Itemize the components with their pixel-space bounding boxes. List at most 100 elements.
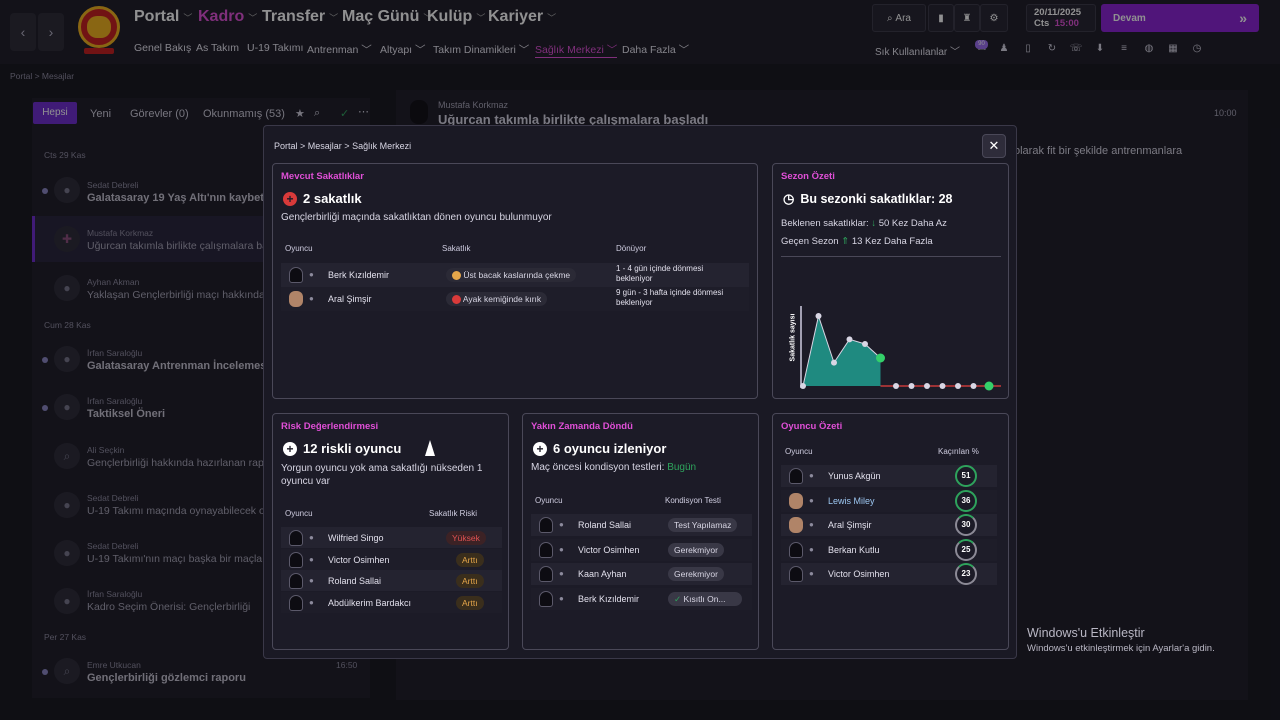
message-title[interactable]: Galatasaray Antrenman İncelemes	[87, 360, 267, 372]
player-name[interactable]: Berkan Kutlu	[828, 544, 880, 555]
column-header[interactable]: Kaçırılan %	[938, 447, 979, 456]
more-icon[interactable]: ⋯	[358, 106, 369, 118]
player-name[interactable]: Yunus Akgün	[828, 471, 881, 481]
breadcrumb-health[interactable]: Sağlık Merkezi	[352, 141, 412, 151]
subnav-daha-fazla[interactable]: Daha Fazla ﹀	[622, 44, 690, 56]
message-title[interactable]: Gençlerbirliği gözlemci raporu	[87, 672, 246, 684]
season-injury-count: ◷ Bu sezonki sakatlıklar: 28	[783, 191, 953, 206]
subnav-altyapi[interactable]: Altyapı ﹀	[380, 44, 426, 56]
column-header[interactable]: Kondisyon Testi	[665, 496, 721, 505]
table-row[interactable]: ● Yunus Akgün 51	[781, 465, 997, 487]
player-name[interactable]: Wilfried Singo	[328, 533, 384, 543]
download-icon[interactable]: ⬇	[1095, 43, 1105, 54]
date-display[interactable]: 20/11/2025 Cts 15:00	[1026, 4, 1096, 32]
globe-icon[interactable]: ◍	[1144, 43, 1154, 54]
nav-transfer[interactable]: Transfer ﹀	[262, 8, 339, 25]
player-name[interactable]: Lewis Miley	[828, 495, 875, 506]
database-icon[interactable]: ≡	[1121, 43, 1127, 54]
table-row[interactable]: ● Victor Osimhen Arttı	[281, 548, 502, 570]
nav-kariyer[interactable]: Kariyer ﹀	[488, 8, 557, 25]
fitness-test-badge: Gerekmiyor	[668, 567, 724, 581]
refresh-icon[interactable]: ↻	[1047, 43, 1057, 54]
history-icon[interactable]: ◷	[1192, 43, 1202, 54]
check-icon[interactable]: ✓	[340, 108, 350, 120]
nav-portal[interactable]: Portal ﹀	[134, 8, 193, 25]
player-name[interactable]: Victor Osimhen	[578, 544, 640, 555]
back-button[interactable]: ‹	[10, 13, 36, 51]
table-row[interactable]: ● Berk Kızıldemir Üst bacak kaslarında ç…	[281, 263, 749, 287]
continue-button[interactable]: Devam»	[1101, 4, 1259, 32]
breadcrumb-portal[interactable]: Portal	[274, 141, 298, 151]
table-row[interactable]: ● Wilfried Singo Yüksek	[281, 527, 502, 548]
search-button[interactable]: ⌕ Ara	[872, 4, 926, 32]
clipboard-icon[interactable]: ▯	[1025, 43, 1031, 54]
message-title[interactable]: Taktiksel Öneri	[87, 408, 166, 420]
breadcrumb-messages[interactable]: Mesajlar	[307, 141, 342, 151]
message-title[interactable]: U-19 Takımı maçında oynayabilecek olan	[87, 505, 279, 517]
message-title[interactable]: Kadro Seçim Önerisi: Gençlerbirliği	[87, 601, 251, 613]
column-header[interactable]: Sakatlık Riski	[429, 509, 478, 518]
subnav-u19[interactable]: U-19 Takımı	[247, 42, 304, 54]
column-header[interactable]: Oyuncu	[535, 496, 563, 505]
tab-yeni[interactable]: Yeni	[90, 108, 112, 120]
favorites-dropdown[interactable]: Sık Kullanılanlar ﹀	[875, 47, 961, 58]
column-header[interactable]: Sakatlık	[442, 244, 471, 253]
subnav-takim-dinamikleri[interactable]: Takım Dinamikleri ﹀	[433, 44, 530, 56]
message-title[interactable]: Galatasaray 19 Yaş Altı'nın kaybet	[87, 192, 264, 204]
column-header[interactable]: Oyuncu	[285, 509, 313, 518]
table-row[interactable]: ● Victor Osimhen 23	[781, 563, 997, 585]
table-row[interactable]: ● Roland Sallai Arttı	[281, 570, 502, 591]
tab-gorevler[interactable]: Görevler (0)	[130, 108, 189, 120]
table-row[interactable]: ● Kaan Ayhan Gerekmiyor	[531, 563, 752, 585]
subnav-antrenman[interactable]: Antrenman ﹀	[307, 44, 372, 56]
column-header[interactable]: Dönüyor	[616, 244, 647, 253]
phone-icon[interactable]: ☏	[1069, 43, 1083, 54]
nav-kadro[interactable]: Kadro ﹀	[198, 8, 258, 25]
nav-macgunu[interactable]: Maç Günü ﹀	[342, 8, 433, 25]
message-title[interactable]: U-19 Takımı'nın maçı başka bir maçla ça	[87, 553, 277, 565]
player-name[interactable]: Roland Sallai	[578, 520, 632, 530]
table-row[interactable]: ● Victor Osimhen Gerekmiyor	[531, 538, 752, 561]
table-row[interactable]: ● Abdülkerim Bardakcı Arttı	[281, 591, 502, 613]
player-name[interactable]: Roland Sallai	[328, 576, 382, 586]
player-name[interactable]: Victor Osimhen	[328, 554, 390, 565]
table-row[interactable]: ● Aral Şimşir Ayak kemiğinde kırık 9 gün…	[281, 287, 749, 311]
search-icon[interactable]: ⌕	[314, 107, 321, 119]
risk-badge: Arttı	[456, 595, 484, 610]
calendar-icon[interactable]: ▦	[1168, 43, 1178, 54]
settings-button[interactable]: ⚙	[980, 4, 1008, 32]
player-name[interactable]: Victor Osimhen	[828, 569, 890, 579]
tab-okunmamis[interactable]: Okunmamış (53)	[203, 108, 285, 120]
club-logo[interactable]	[78, 6, 120, 48]
player-name[interactable]: Aral Şimşir	[328, 294, 372, 304]
subnav-genel-bakis[interactable]: Genel Bakış	[134, 42, 192, 54]
nav-kulup[interactable]: Kulüp ﹀	[427, 8, 486, 25]
subnav-saglik-merkezi[interactable]: Sağlık Merkezi ﹀	[535, 44, 618, 58]
close-button[interactable]: ✕	[982, 134, 1006, 158]
person-icon: ●	[559, 569, 564, 578]
shirt-icon[interactable]: ♟	[999, 43, 1009, 54]
player-name[interactable]: Berk Kızıldemir	[328, 270, 390, 280]
player-name[interactable]: Berk Kızıldemir	[578, 593, 640, 604]
message-title[interactable]: Yaklaşan Gençlerbirliği maçı hakkında y	[87, 289, 273, 301]
table-row[interactable]: ● Aral Şimşir 30	[781, 514, 997, 536]
table-row[interactable]: ● Roland Sallai Test Yapılamaz	[531, 514, 752, 536]
player-name[interactable]: Kaan Ayhan	[578, 569, 627, 579]
trophy-button[interactable]: ♜	[954, 4, 980, 32]
message-title[interactable]: Gençlerbirliği hakkında hazırlanan rapor	[87, 457, 274, 469]
tab-hepsi[interactable]: Hepsi	[33, 102, 77, 124]
forward-button[interactable]: ›	[38, 13, 64, 51]
search-icon: ⌕	[887, 12, 896, 24]
message-title[interactable]: Uğurcan takımla birlikte çalışmalara ba	[87, 240, 268, 252]
table-row[interactable]: ● Berk Kızıldemir ✓ Kısıtlı On...	[531, 587, 752, 610]
bookmark-button[interactable]: ▮	[928, 4, 954, 32]
subnav-as-takim[interactable]: As Takım	[196, 42, 239, 54]
column-header[interactable]: Oyuncu	[785, 447, 813, 456]
table-row[interactable]: ● Berkan Kutlu 25	[781, 538, 997, 561]
table-row[interactable]: ● Lewis Miley 36	[781, 489, 997, 512]
column-header[interactable]: Oyuncu	[285, 244, 313, 253]
player-name[interactable]: Aral Şimşir	[828, 520, 872, 530]
person-icon: ●	[809, 495, 814, 505]
player-name[interactable]: Abdülkerim Bardakcı	[328, 597, 412, 608]
star-icon[interactable]: ★	[295, 108, 305, 120]
